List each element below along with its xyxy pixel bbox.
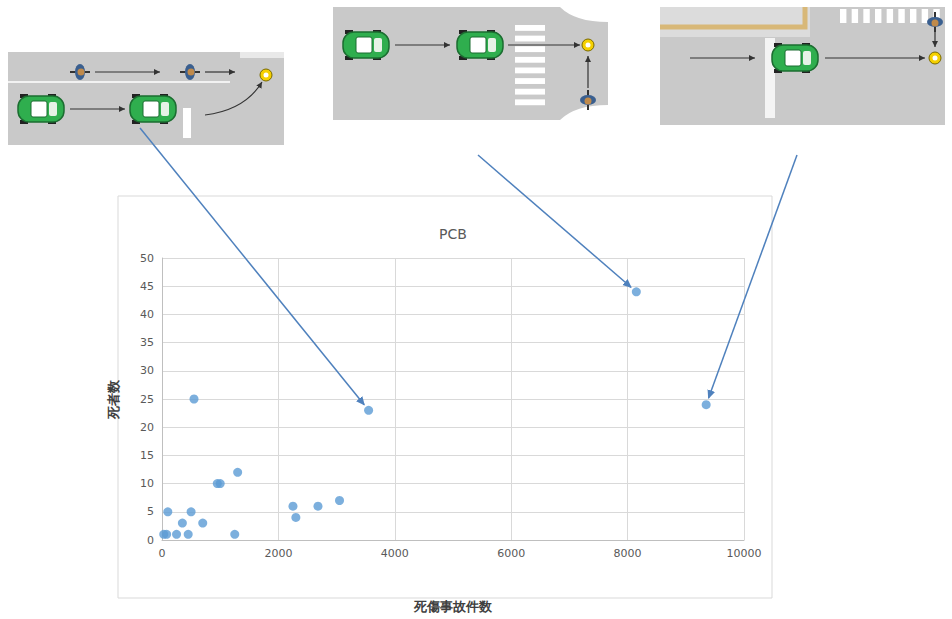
svg-text:10000: 10000 [727, 547, 762, 560]
svg-text:4000: 4000 [381, 547, 409, 560]
svg-text:30: 30 [140, 364, 154, 377]
svg-text:10: 10 [140, 477, 154, 490]
svg-text:45: 45 [140, 280, 154, 293]
svg-text:25: 25 [140, 393, 154, 406]
svg-text:35: 35 [140, 336, 154, 349]
svg-text:0: 0 [159, 547, 166, 560]
svg-text:死傷事故件数: 死傷事故件数 [413, 599, 493, 614]
svg-text:50: 50 [140, 252, 154, 265]
svg-text:20: 20 [140, 421, 154, 434]
svg-text:2000: 2000 [264, 547, 292, 560]
svg-text:8000: 8000 [614, 547, 642, 560]
svg-text:死者数: 死者数 [106, 379, 121, 420]
svg-text:6000: 6000 [497, 547, 525, 560]
svg-text:40: 40 [140, 308, 154, 321]
svg-text:15: 15 [140, 449, 154, 462]
svg-text:0: 0 [147, 534, 154, 547]
svg-text:5: 5 [147, 505, 154, 518]
svg-text:PCB: PCB [439, 226, 467, 242]
